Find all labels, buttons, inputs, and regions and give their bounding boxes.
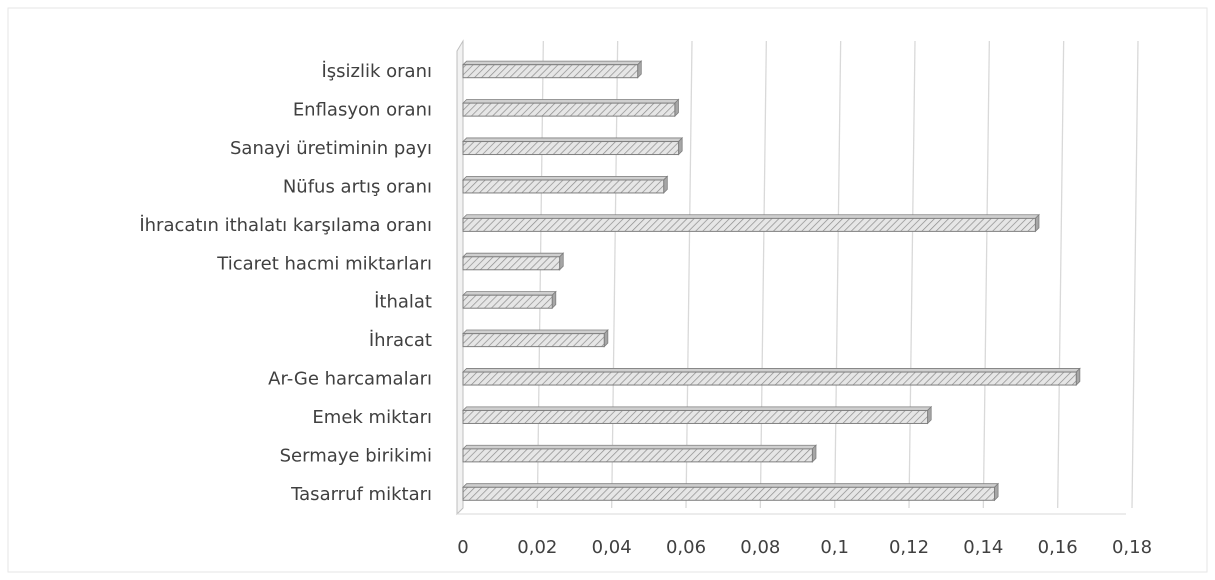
bar-front	[462, 448, 813, 463]
gridline	[982, 40, 990, 509]
bar	[462, 98, 680, 118]
bar-top	[462, 99, 680, 104]
category-label: Tasarruf miktarı	[290, 484, 432, 505]
gridlines	[536, 40, 1139, 509]
bar-front	[462, 179, 665, 194]
bar	[462, 60, 643, 79]
x-tick-label: 0,18	[1112, 537, 1152, 558]
category-label: İhracatın ithalatı karşılama oranı	[139, 215, 432, 236]
gridline	[536, 40, 544, 509]
gridline	[1131, 40, 1139, 509]
bar-front	[462, 256, 561, 271]
bar	[462, 367, 1081, 387]
bar-front	[462, 409, 929, 424]
x-tick-label: 0,16	[1038, 537, 1078, 558]
bar	[462, 329, 609, 348]
gridline	[1057, 40, 1065, 509]
bar-top	[462, 329, 609, 335]
chart-frame	[7, 7, 1208, 573]
bar-top	[462, 406, 933, 411]
gridline	[685, 40, 693, 509]
axes	[456, 39, 1126, 516]
gridline	[908, 40, 916, 509]
bar	[462, 482, 1000, 502]
bars	[462, 60, 1081, 502]
category-label: Ticaret hacmi miktarları	[216, 253, 432, 274]
category-label: İhracat	[369, 330, 432, 351]
axis-wall	[456, 39, 464, 516]
bar-top	[462, 252, 565, 258]
bar-front	[462, 294, 553, 309]
bar-front	[462, 486, 995, 501]
category-label: Sermaye birikimi	[280, 445, 432, 466]
bar-top	[462, 483, 1000, 488]
bar-front	[462, 102, 676, 117]
bar-front	[462, 64, 639, 79]
bar-top	[462, 291, 557, 296]
category-label: Ar-Ge harcamaları	[268, 369, 432, 390]
bar	[462, 136, 684, 156]
x-tick-label: 0,1	[820, 537, 849, 558]
category-label: Enflasyon oranı	[293, 100, 432, 121]
bar-top	[462, 444, 817, 450]
x-tick-labels: 0 0,02 0,04 0,06 0,08 0,1 0,12 0,14 0,16 0,18	[457, 537, 1152, 558]
x-tick-label: 0,12	[889, 537, 929, 558]
bar-front	[462, 333, 605, 348]
gridline	[834, 40, 842, 509]
bar	[462, 405, 933, 425]
x-tick-label: 0,14	[963, 537, 1003, 558]
gridline	[611, 40, 619, 509]
bar	[462, 252, 565, 271]
bar-front	[462, 217, 1036, 232]
category-label: Nüfus artış oranı	[283, 176, 432, 197]
category-label: İthalat	[374, 292, 432, 313]
x-tick-label: 0,08	[740, 537, 780, 558]
x-tick-label: 0,04	[592, 537, 632, 558]
category-labels: İşsizlik oranı Enflasyon oranı Sanayi üret…	[139, 61, 432, 505]
bar-top	[462, 214, 1040, 219]
bar-top	[462, 175, 669, 181]
bar-top	[462, 137, 684, 142]
bar-front	[462, 371, 1077, 386]
x-tick-label: 0,02	[517, 537, 557, 558]
bar-top	[462, 368, 1081, 373]
bar-front	[462, 141, 680, 156]
bar	[462, 290, 557, 310]
category-label: Sanayi üretiminin payı	[230, 138, 432, 159]
category-label: İşsizlik oranı	[321, 61, 432, 82]
x-tick-label: 0,06	[666, 537, 706, 558]
bar	[462, 213, 1040, 233]
bar	[462, 175, 669, 194]
category-label: Emek miktarı	[312, 407, 432, 428]
gridline	[759, 40, 767, 509]
bar	[462, 444, 817, 463]
x-tick-label: 0	[457, 537, 468, 558]
bar-top	[462, 60, 643, 66]
